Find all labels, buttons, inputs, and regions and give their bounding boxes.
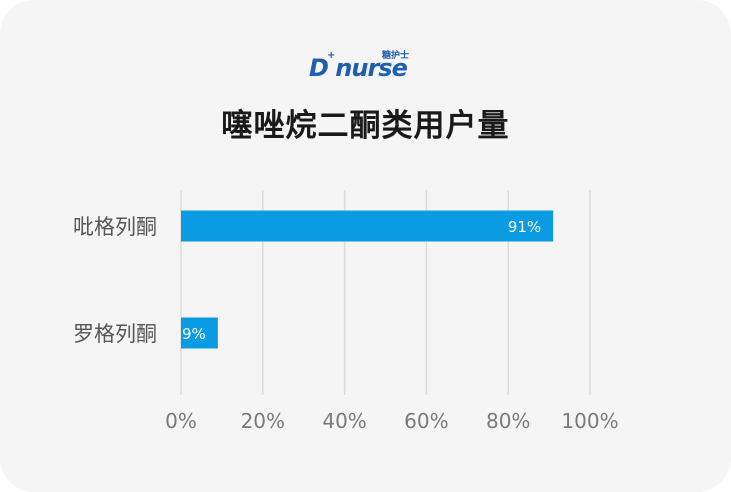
chart-title: 噻唑烷二酮类用户量: [221, 108, 510, 144]
data-label: 9%: [182, 325, 206, 343]
x-tick-label: 40%: [322, 409, 366, 433]
x-tick-label: 60%: [404, 409, 448, 433]
logo-cross-icon: +: [327, 50, 336, 61]
x-tick-label: 20%: [241, 409, 285, 433]
category-label: 罗格列酮: [73, 322, 157, 346]
x-tick-label: 0%: [165, 409, 197, 433]
data-label: 91%: [508, 218, 541, 236]
x-tick-label: 100%: [561, 409, 618, 433]
bar: [181, 210, 554, 242]
x-tick-label: 80%: [486, 409, 530, 433]
logo-wordmark: D nurse: [309, 54, 408, 82]
logo-chinese-name: 糖护士: [382, 51, 410, 61]
category-label: 吡格列酮: [73, 215, 157, 239]
dnurse-logo: D nurse + 糖护士: [309, 50, 425, 84]
bar: [181, 317, 218, 349]
